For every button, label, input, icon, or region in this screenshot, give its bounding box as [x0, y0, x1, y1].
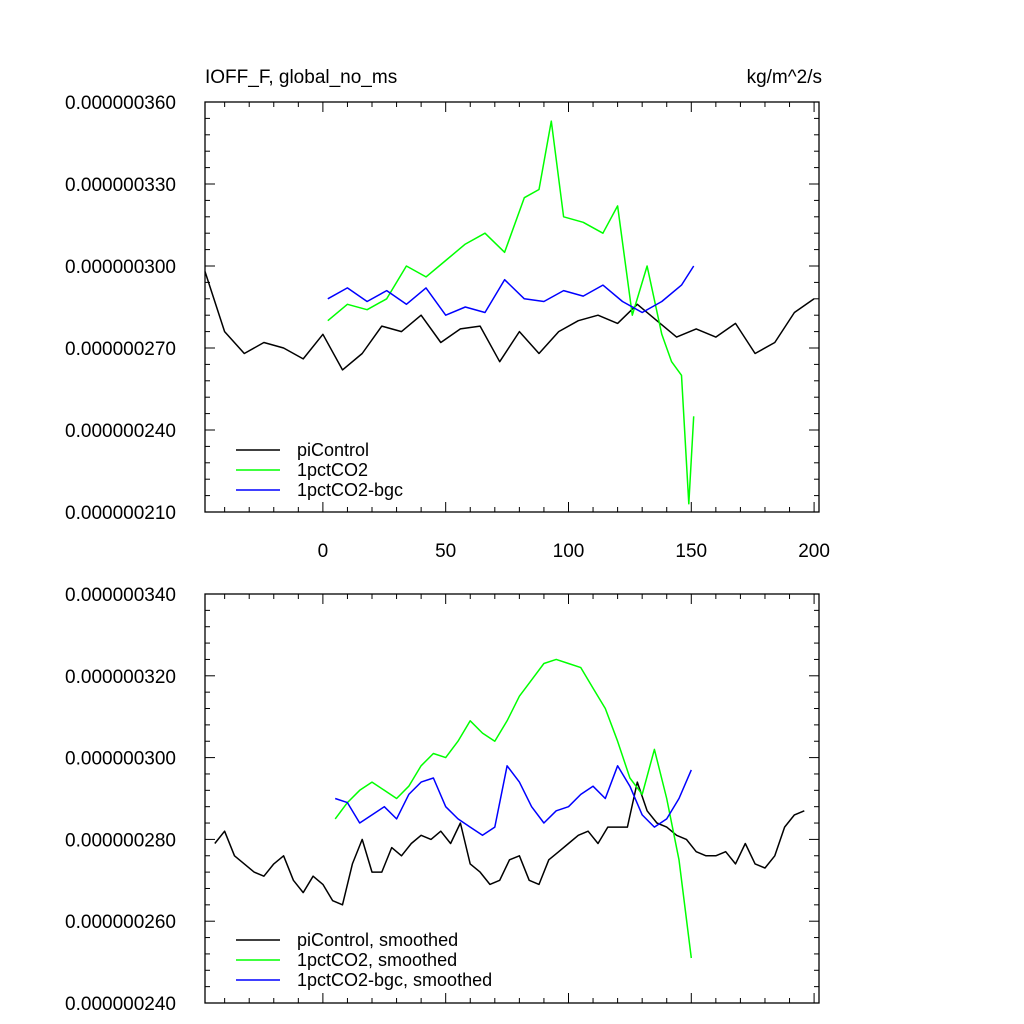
- plot-frame: [204, 101, 820, 513]
- x-tick-label: 150: [675, 541, 707, 562]
- y-tick-label: 0.000000320: [65, 667, 176, 688]
- y-tick-label: 0.000000240: [65, 421, 176, 442]
- legend-label: 1pctCO2, smoothed: [297, 950, 457, 970]
- x-tick-label: 50: [435, 541, 456, 562]
- y-tick-label: 0.000000280: [65, 830, 176, 851]
- y-tick-label: 0.000000240: [65, 994, 176, 1015]
- legend-label: 1pctCO2-bgc, smoothed: [297, 970, 492, 990]
- series-line-1pctco2-bgc: [327, 265, 695, 316]
- series-line-picontrol: [204, 271, 815, 371]
- y-tick-label: 0.000000360: [65, 93, 176, 114]
- series-line-1pctco2-smoothed: [334, 658, 693, 959]
- panel2-plot: 0.000000240 0.000000260 0.000000280 0.00000…: [65, 585, 820, 1015]
- y-tick-label: 0.000000300: [65, 749, 176, 770]
- y-tick-label: 0.000000340: [65, 585, 176, 606]
- legend-label: 1pctCO2-bgc: [297, 480, 403, 500]
- x-tick-label: 0: [318, 541, 329, 562]
- y-tick-label: 0.000000300: [65, 257, 176, 278]
- panel1-title-left: IOFF_F, global_no_ms: [205, 67, 397, 88]
- x-tick-label: 100: [553, 541, 585, 562]
- x-tick-label: 200: [798, 541, 830, 562]
- panel1-plot: 0 50 100 150 200 0.000000210 0.000000240 0.0000…: [65, 93, 830, 562]
- legend-label: 1pctCO2: [297, 460, 368, 480]
- series-line-1pctco2: [327, 120, 695, 505]
- plot-frame: [204, 593, 820, 1004]
- y-tick-label: 0.000000210: [65, 503, 176, 524]
- series-line-picontrol-smoothed: [214, 781, 805, 906]
- legend-label: piControl, smoothed: [297, 930, 458, 950]
- legend-label: piControl: [297, 440, 369, 460]
- panel1-title-right: kg/m^2/s: [747, 67, 822, 88]
- series-line-1pctco2-bgc-smoothed: [334, 765, 692, 837]
- y-tick-label: 0.000000330: [65, 175, 176, 196]
- y-tick-label: 0.000000270: [65, 339, 176, 360]
- y-tick-label: 0.000000260: [65, 912, 176, 933]
